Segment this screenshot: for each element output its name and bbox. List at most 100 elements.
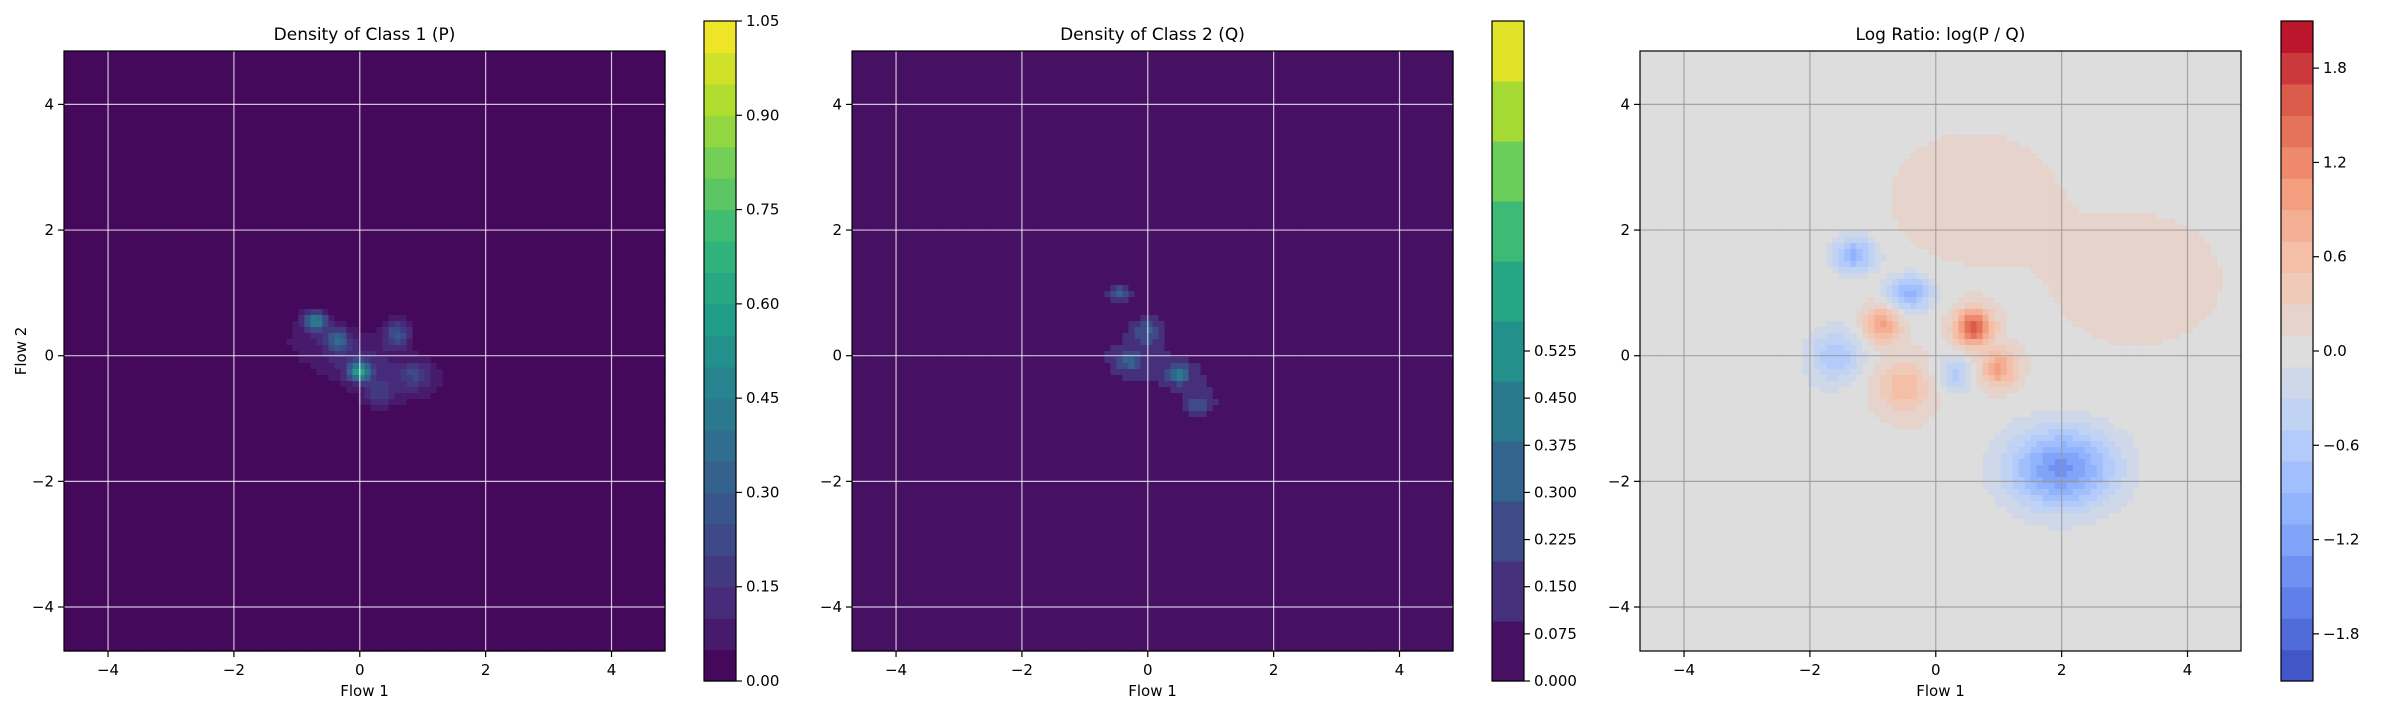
- heatmap-cell: [328, 633, 335, 640]
- heatmap-cell: [184, 213, 191, 220]
- heatmap-cell: [70, 363, 77, 370]
- heatmap-cell: [190, 105, 197, 112]
- heatmap-cell: [334, 483, 341, 490]
- heatmap-cell: [232, 633, 239, 640]
- heatmap-cell: [256, 129, 263, 136]
- heatmap-cell: [214, 177, 221, 184]
- heatmap-cell: [196, 411, 203, 418]
- heatmap-cell: [148, 111, 155, 118]
- heatmap-cell: [268, 135, 275, 142]
- heatmap-cell: [112, 69, 119, 76]
- heatmap-cell: [196, 555, 203, 562]
- heatmap-cell: [292, 387, 299, 394]
- heatmap-cell: [196, 147, 203, 154]
- heatmap-cell: [184, 165, 191, 172]
- heatmap-cell: [142, 339, 149, 346]
- heatmap-cell: [292, 267, 299, 274]
- heatmap-cell: [64, 621, 71, 628]
- heatmap-cell: [262, 549, 269, 556]
- heatmap-cell: [328, 279, 335, 286]
- heatmap-cell: [262, 201, 269, 208]
- heatmap-cell: [94, 189, 101, 196]
- heatmap-cell: [214, 117, 221, 124]
- heatmap-cell: [154, 531, 161, 538]
- heatmap-cell: [268, 171, 275, 178]
- heatmap-cell: [178, 435, 185, 442]
- heatmap-cell: [304, 261, 311, 268]
- heatmap-cell: [100, 273, 107, 280]
- heatmap-cell: [184, 141, 191, 148]
- heatmap-cell: [130, 315, 137, 322]
- heatmap-cell: [88, 369, 95, 376]
- heatmap-cell: [124, 381, 131, 388]
- heatmap-cell: [226, 561, 233, 568]
- heatmap-cell: [94, 507, 101, 514]
- heatmap-cell: [172, 465, 179, 472]
- heatmap-cell: [82, 393, 89, 400]
- heatmap-cell: [160, 231, 167, 238]
- heatmap-cell: [232, 75, 239, 82]
- heatmap-cell: [184, 609, 191, 616]
- heatmap-cell: [340, 633, 347, 640]
- heatmap-cell: [256, 81, 263, 88]
- heatmap-cell: [262, 195, 269, 202]
- heatmap-cell: [136, 153, 143, 160]
- heatmap-cell: [268, 279, 275, 286]
- heatmap-cell: [262, 537, 269, 544]
- heatmap-cell: [76, 489, 83, 496]
- heatmap-cell: [124, 201, 131, 208]
- heatmap-cell: [316, 477, 323, 484]
- heatmap-cell: [76, 465, 83, 472]
- heatmap-cell: [322, 93, 329, 100]
- heatmap-cell: [316, 501, 323, 508]
- heatmap-cell: [262, 291, 269, 298]
- heatmap-cell: [100, 603, 107, 610]
- heatmap-cell: [106, 465, 113, 472]
- heatmap-cell: [136, 279, 143, 286]
- heatmap-cell: [136, 375, 143, 382]
- heatmap-cell: [274, 237, 281, 244]
- heatmap-cell: [322, 345, 329, 352]
- heatmap-cell: [244, 153, 251, 160]
- heatmap-cell: [298, 393, 305, 400]
- heatmap-cell: [340, 327, 347, 334]
- heatmap-cell: [136, 339, 143, 346]
- heatmap-cell: [64, 585, 71, 592]
- heatmap-cell: [112, 183, 119, 190]
- heatmap-cell: [280, 135, 287, 142]
- heatmap-cell: [286, 165, 293, 172]
- heatmap-cell: [268, 51, 275, 58]
- heatmap-cell: [322, 189, 329, 196]
- heatmap-cell: [142, 579, 149, 586]
- heatmap-cell: [316, 351, 323, 358]
- heatmap-cell: [178, 285, 185, 292]
- heatmap-cell: [274, 105, 281, 112]
- heatmap-cell: [112, 273, 119, 280]
- heatmap-cell: [82, 489, 89, 496]
- heatmap-cell: [70, 315, 77, 322]
- heatmap-cell: [76, 255, 83, 262]
- heatmap-cell: [286, 243, 293, 250]
- heatmap-cell: [142, 63, 149, 70]
- heatmap-cell: [130, 63, 137, 70]
- heatmap-cell: [328, 267, 335, 274]
- heatmap-cell: [202, 129, 209, 136]
- heatmap-cell: [130, 69, 137, 76]
- heatmap-cell: [166, 477, 173, 484]
- heatmap-cell: [82, 459, 89, 466]
- heatmap-cell: [148, 57, 155, 64]
- heatmap-cell: [244, 201, 251, 208]
- heatmap-cell: [322, 483, 329, 490]
- heatmap-cell: [274, 435, 281, 442]
- heatmap-cell: [100, 531, 107, 538]
- heatmap-cell: [322, 183, 329, 190]
- heatmap-cell: [82, 465, 89, 472]
- heatmap-cell: [352, 57, 359, 64]
- heatmap-cell: [340, 279, 347, 286]
- heatmap-cell: [322, 465, 329, 472]
- heatmap-cell: [184, 171, 191, 178]
- heatmap-cell: [322, 243, 329, 250]
- heatmap-cell: [226, 81, 233, 88]
- heatmap-cell: [184, 261, 191, 268]
- heatmap-cell: [178, 351, 185, 358]
